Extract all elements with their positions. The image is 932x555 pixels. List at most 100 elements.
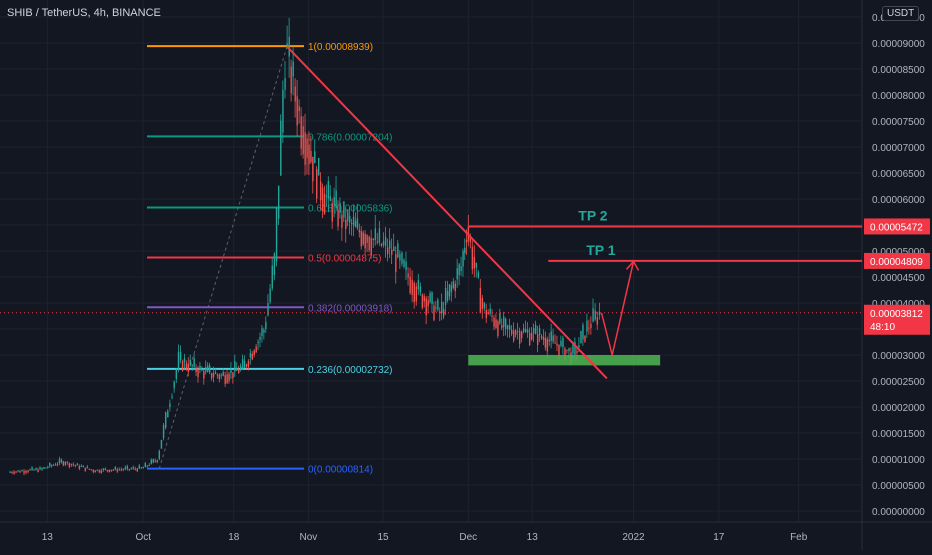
candle-body (49, 462, 51, 467)
currency-button[interactable]: USDT (882, 6, 920, 21)
candle-body (415, 286, 418, 302)
candle-body (384, 236, 387, 247)
candle-body (269, 288, 271, 302)
fib-level-label: 0.5(0.00004875) (308, 254, 381, 265)
candle-body (27, 470, 29, 473)
candle-body (528, 332, 531, 345)
candle-body (493, 317, 495, 327)
y-tick-label: 0.00005000 (872, 247, 925, 258)
candle-body (376, 241, 379, 243)
candle-body (265, 322, 267, 329)
candle-body (403, 259, 405, 267)
candle-body (337, 210, 339, 227)
candle-body (409, 276, 411, 294)
y-tick-label: 0.00008000 (872, 91, 925, 102)
candle-body (503, 316, 505, 328)
candle-body (341, 215, 343, 228)
candle-body (205, 367, 207, 372)
candle-body (92, 469, 95, 472)
candle-body (60, 459, 63, 463)
support-zone (468, 355, 661, 366)
candle-body (446, 291, 449, 301)
candle-body (282, 89, 284, 133)
candle-body (462, 250, 464, 267)
candle-body (58, 459, 61, 464)
candle-body (497, 321, 499, 336)
candle-body (435, 307, 437, 309)
candle-body (448, 284, 451, 297)
candle-body (66, 461, 69, 463)
candle-body (160, 439, 163, 449)
y-tick-label: 0.00004500 (872, 273, 925, 284)
candle-body (316, 169, 318, 199)
y-tick-label: 0.00007500 (872, 117, 925, 128)
candle-body (120, 469, 123, 471)
candle-body (495, 319, 497, 328)
candle-body (175, 369, 178, 379)
candle-body (249, 353, 252, 358)
candle-body (399, 253, 401, 261)
candle-body (366, 235, 368, 243)
candle-body (590, 323, 592, 328)
symbol-title[interactable]: SHIB / TetherUS, 4h, BINANCE (7, 7, 161, 19)
candle-body (465, 239, 468, 243)
candle-body (518, 331, 521, 344)
candle-body (39, 467, 41, 470)
candle-body (458, 264, 460, 276)
candle-body (247, 360, 250, 367)
candle-body (148, 464, 151, 466)
candle-body (187, 363, 190, 372)
candle-body (450, 285, 453, 293)
candle-body (439, 311, 441, 314)
candle-body (548, 339, 551, 342)
candle-body (314, 151, 316, 164)
candle-body (568, 348, 570, 352)
candle-body (167, 411, 169, 418)
candle-body (203, 371, 205, 379)
candle-body (407, 273, 409, 278)
price-axis-label: 0.00004809 (870, 257, 923, 268)
candle-body (86, 466, 89, 469)
candle-body (358, 229, 361, 233)
candle-body (31, 467, 33, 471)
candle-body (130, 468, 133, 470)
current-price-label: 0.00003812 (870, 309, 923, 320)
candle-body (423, 296, 426, 302)
y-tick-label: 0.00001500 (872, 429, 925, 440)
candle-body (397, 243, 399, 258)
candle-body (51, 465, 53, 467)
candle-body (485, 310, 488, 318)
candle-body (306, 138, 308, 158)
candle-body (267, 303, 269, 316)
candle-body (112, 469, 115, 471)
candle-body (162, 424, 165, 439)
candle-body (501, 325, 503, 328)
candle-body (550, 331, 552, 341)
candle-body (74, 464, 77, 466)
fib-level-label: 0.618(0.00005836) (308, 204, 393, 215)
candle-body (364, 233, 366, 249)
candle-body (114, 467, 117, 470)
candle-body (522, 328, 525, 332)
candle-body (534, 324, 537, 334)
candle-body (118, 469, 121, 471)
candle-body (9, 471, 11, 473)
candle-body (540, 336, 543, 339)
candle-body (512, 330, 515, 341)
y-tick-label: 0.00006500 (872, 169, 925, 180)
candle-body (564, 348, 566, 360)
candle-body (312, 156, 314, 182)
x-tick-label: 15 (377, 532, 389, 543)
candle-body (241, 359, 244, 369)
candle-body (532, 328, 535, 334)
candle-body (128, 468, 131, 470)
candle-body (302, 126, 304, 155)
candle-body (368, 236, 370, 251)
candle-body (158, 450, 161, 459)
candle-body (177, 352, 180, 370)
candle-body (54, 464, 57, 466)
candle-body (354, 220, 357, 227)
candle-body (473, 257, 476, 269)
